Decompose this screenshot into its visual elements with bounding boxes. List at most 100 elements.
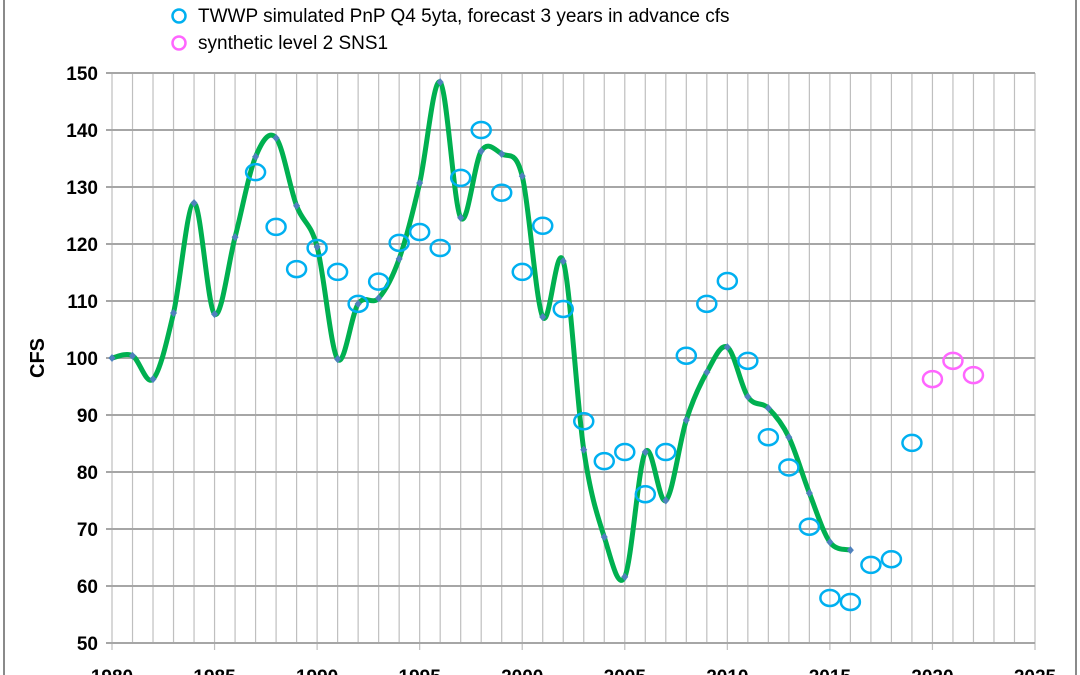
twwp-point xyxy=(306,238,328,258)
x-tick-label: 1990 xyxy=(296,667,338,675)
twwp-point xyxy=(347,294,369,314)
y-tick-label: 140 xyxy=(66,121,98,142)
line-marker-diamond xyxy=(457,213,465,222)
line-marker-diamond xyxy=(477,147,485,156)
line-marker-diamond xyxy=(826,538,834,547)
line-marker-diamond xyxy=(252,152,260,161)
line-marker-diamond xyxy=(231,233,239,242)
y-tick-label: 70 xyxy=(77,520,98,541)
legend-marker-synthetic xyxy=(171,35,187,51)
synthetic-point xyxy=(921,369,944,389)
twwp-point xyxy=(798,517,821,536)
x-tick-label: 2005 xyxy=(604,667,647,675)
twwp-point xyxy=(531,216,554,236)
line-marker-diamond xyxy=(641,448,649,457)
line-marker-diamond xyxy=(580,445,588,454)
twwp-point xyxy=(819,588,841,608)
line-marker-diamond xyxy=(293,201,301,210)
twwp-point xyxy=(388,233,410,253)
chart-frame xyxy=(3,0,1077,675)
line-marker-diamond xyxy=(170,308,178,317)
grid xyxy=(106,72,1036,650)
line-marker-diamond xyxy=(662,496,670,505)
line-marker-diamond xyxy=(149,375,157,384)
twwp-point xyxy=(757,427,780,447)
twwp-point xyxy=(511,262,533,282)
line-marker-diamond xyxy=(846,546,854,555)
line-marker-diamond xyxy=(108,354,116,362)
twwp-point xyxy=(778,458,800,477)
twwp-point xyxy=(244,162,267,182)
x-tick-label: 1985 xyxy=(193,667,236,675)
y-tick-label: 90 xyxy=(77,406,98,427)
synthetic-point xyxy=(942,351,964,371)
twwp-point xyxy=(880,549,903,569)
twwp-point xyxy=(408,222,431,242)
y-tick-label: 80 xyxy=(77,463,98,484)
y-tick-label: 130 xyxy=(66,178,98,199)
line-marker-diamond xyxy=(600,532,608,541)
twwp-point xyxy=(449,168,472,188)
line-marker-diamond xyxy=(559,257,567,266)
legend-label-twwp: TWWP simulated PnP Q4 5yta, forecast 3 y… xyxy=(198,6,730,27)
line-marker-diamond xyxy=(518,172,526,181)
twwp-point xyxy=(573,412,595,431)
line-marker-diamond xyxy=(498,149,506,158)
twwp-point xyxy=(860,555,882,575)
twwp-point xyxy=(634,484,657,504)
line-marker-diamond xyxy=(539,312,547,321)
line-marker-diamond xyxy=(354,299,362,308)
line-marker-diamond xyxy=(272,133,280,142)
line-marker-diamond xyxy=(211,310,219,319)
line-marker-diamond xyxy=(436,78,444,87)
line-marker-diamond xyxy=(621,572,629,581)
line-marker-diamond xyxy=(682,416,690,425)
line-marker-diamond xyxy=(375,294,383,303)
series-layer xyxy=(108,78,985,612)
x-tick-labels: 1980 1985 1990 1995 2000 2005 2010 2015 2020 2025 xyxy=(91,667,1057,675)
twwp-point xyxy=(655,442,677,462)
twwp-point xyxy=(429,238,451,258)
twwp-point xyxy=(614,442,636,462)
y-tick-label: 50 xyxy=(77,634,98,655)
x-tick-label: 2015 xyxy=(809,667,852,675)
line-marker-diamond xyxy=(334,355,342,364)
y-tick-label: 110 xyxy=(67,292,98,313)
twwp-point xyxy=(552,299,574,319)
line-marker-diamond xyxy=(805,489,813,498)
legend-label-synthetic: synthetic level 2 SNS1 xyxy=(198,33,388,54)
twwp-point xyxy=(490,183,513,202)
line-marker-diamond xyxy=(785,433,793,442)
synthetic-point xyxy=(962,365,985,385)
x-tick-label: 1995 xyxy=(399,667,442,675)
twwp-point xyxy=(367,272,390,291)
twwp-point xyxy=(326,262,349,282)
line-marker-diamond xyxy=(703,368,711,377)
x-tick-label: 1980 xyxy=(91,667,133,675)
y-tick-label: 100 xyxy=(66,349,98,370)
line-marker-diamond xyxy=(190,198,198,207)
x-tick-label: 2010 xyxy=(706,667,748,675)
line-marker-diamond xyxy=(395,254,403,263)
twwp-point xyxy=(593,451,616,471)
twwp-point xyxy=(696,294,718,314)
x-tick-label: 2025 xyxy=(1014,667,1057,675)
line-marker-diamond xyxy=(764,404,772,413)
line-marker-diamond xyxy=(313,242,321,251)
y-tick-labels: 50 60 70 80 90 100 110 120 130 140 150 xyxy=(66,64,98,655)
line-marker-diamond xyxy=(416,179,424,188)
y-tick-label: 150 xyxy=(66,64,98,85)
twwp-point xyxy=(839,592,862,612)
line-marker-diamond xyxy=(129,351,137,360)
x-tick-label: 2000 xyxy=(501,667,543,675)
legend-marker-twwp xyxy=(171,8,187,24)
twwp-point xyxy=(901,433,923,453)
twwp-point xyxy=(265,217,287,237)
twwp-point xyxy=(675,346,698,365)
x-tick-label: 2020 xyxy=(911,667,953,675)
y-tick-label: 60 xyxy=(77,577,98,598)
twwp-point xyxy=(716,271,739,291)
twwp-point xyxy=(737,351,759,371)
y-tick-label: 120 xyxy=(66,235,98,256)
